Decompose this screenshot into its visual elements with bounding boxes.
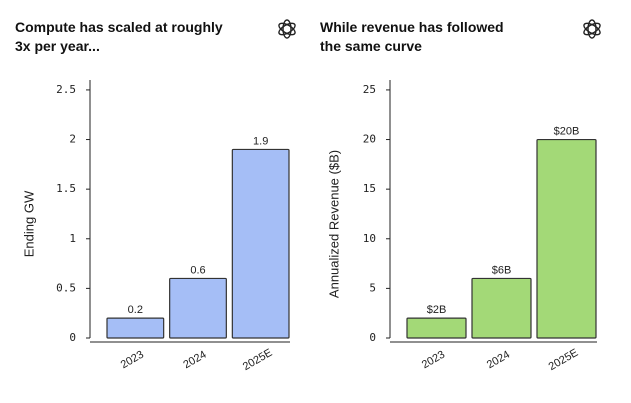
data-label: $20B	[554, 125, 580, 137]
logo-icon	[583, 19, 601, 39]
bar	[471, 277, 532, 339]
y-tick-label: 20	[363, 133, 376, 146]
y-tick-label: 0	[69, 331, 76, 344]
y-tick-label: 2	[69, 133, 76, 146]
chart-title: While revenue has followed the same curv…	[320, 19, 504, 54]
x-tick-label: 2023	[119, 349, 146, 372]
bar	[406, 317, 467, 339]
y-tick-label: 1	[69, 232, 76, 245]
x-tick-label: 2025E	[241, 347, 275, 373]
bar	[536, 138, 597, 339]
x-tick-label: 2025E	[547, 347, 581, 373]
bar	[106, 317, 165, 339]
y-tick-label: 5	[369, 281, 376, 294]
x-tick-label: 2024	[181, 349, 208, 372]
x-tick-label: 2023	[420, 349, 447, 372]
y-tick-label: 0.5	[56, 281, 76, 294]
data-label: $6B	[492, 264, 512, 276]
data-label: 0.6	[190, 264, 205, 276]
bar	[231, 148, 290, 339]
y-tick-label: 1.5	[56, 182, 76, 195]
data-label: 1.9	[253, 135, 268, 147]
y-tick-label: 0	[369, 331, 376, 344]
data-label: 0.2	[128, 304, 143, 316]
chart-title: Compute has scaled at roughly 3x per yea…	[15, 19, 223, 54]
y-axis-label: Ending GW	[21, 190, 36, 257]
data-label: $2B	[427, 304, 447, 316]
bar	[169, 277, 227, 339]
y-tick-label: 25	[363, 83, 376, 96]
x-tick-label: 2024	[485, 349, 512, 372]
y-tick-label: 2.5	[56, 83, 76, 96]
y-tick-label: 10	[363, 232, 376, 245]
y-tick-label: 15	[363, 182, 376, 195]
logo-icon	[278, 19, 296, 39]
y-axis-label: Annualized Revenue ($B)	[326, 150, 341, 298]
